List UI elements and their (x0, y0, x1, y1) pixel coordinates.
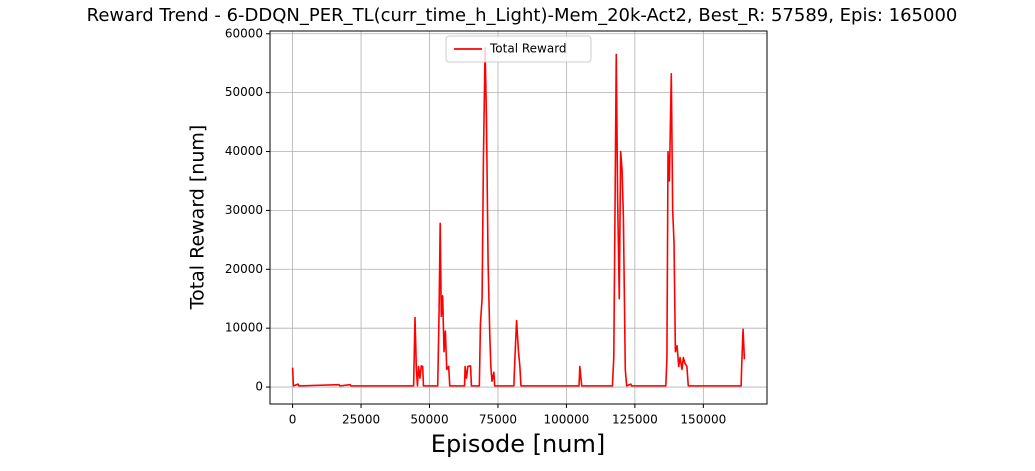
legend-box (445, 35, 592, 63)
y-axis-label: Total Reward [num] (187, 125, 209, 311)
y-tick-label: 30000 (225, 203, 263, 217)
x-tick-label: 0 (289, 413, 297, 427)
y-tick-label: 40000 (225, 144, 263, 158)
y-tick-label: 50000 (225, 85, 263, 99)
data-line (291, 47, 746, 387)
x-tick-label: 50000 (410, 413, 448, 427)
x-tick-label: 25000 (342, 413, 380, 427)
chart-title: Reward Trend - 6-DDQN_PER_TL(curr_time_h… (87, 5, 958, 26)
x-tick-label: 125000 (612, 413, 658, 427)
y-tick-label: 20000 (225, 262, 263, 276)
plot-frame (269, 30, 768, 405)
y-tick-label: 10000 (225, 321, 263, 335)
y-tick-label: 60000 (225, 26, 263, 40)
x-axis-label: Episode [num] (431, 430, 605, 458)
x-tick-label: 75000 (479, 413, 517, 427)
x-tick-label: 150000 (680, 413, 726, 427)
legend-label: Total Reward (489, 42, 567, 56)
x-tick-label: 100000 (544, 413, 590, 427)
legend: Total Reward (445, 35, 592, 63)
y-tick-label: 0 (255, 380, 263, 394)
